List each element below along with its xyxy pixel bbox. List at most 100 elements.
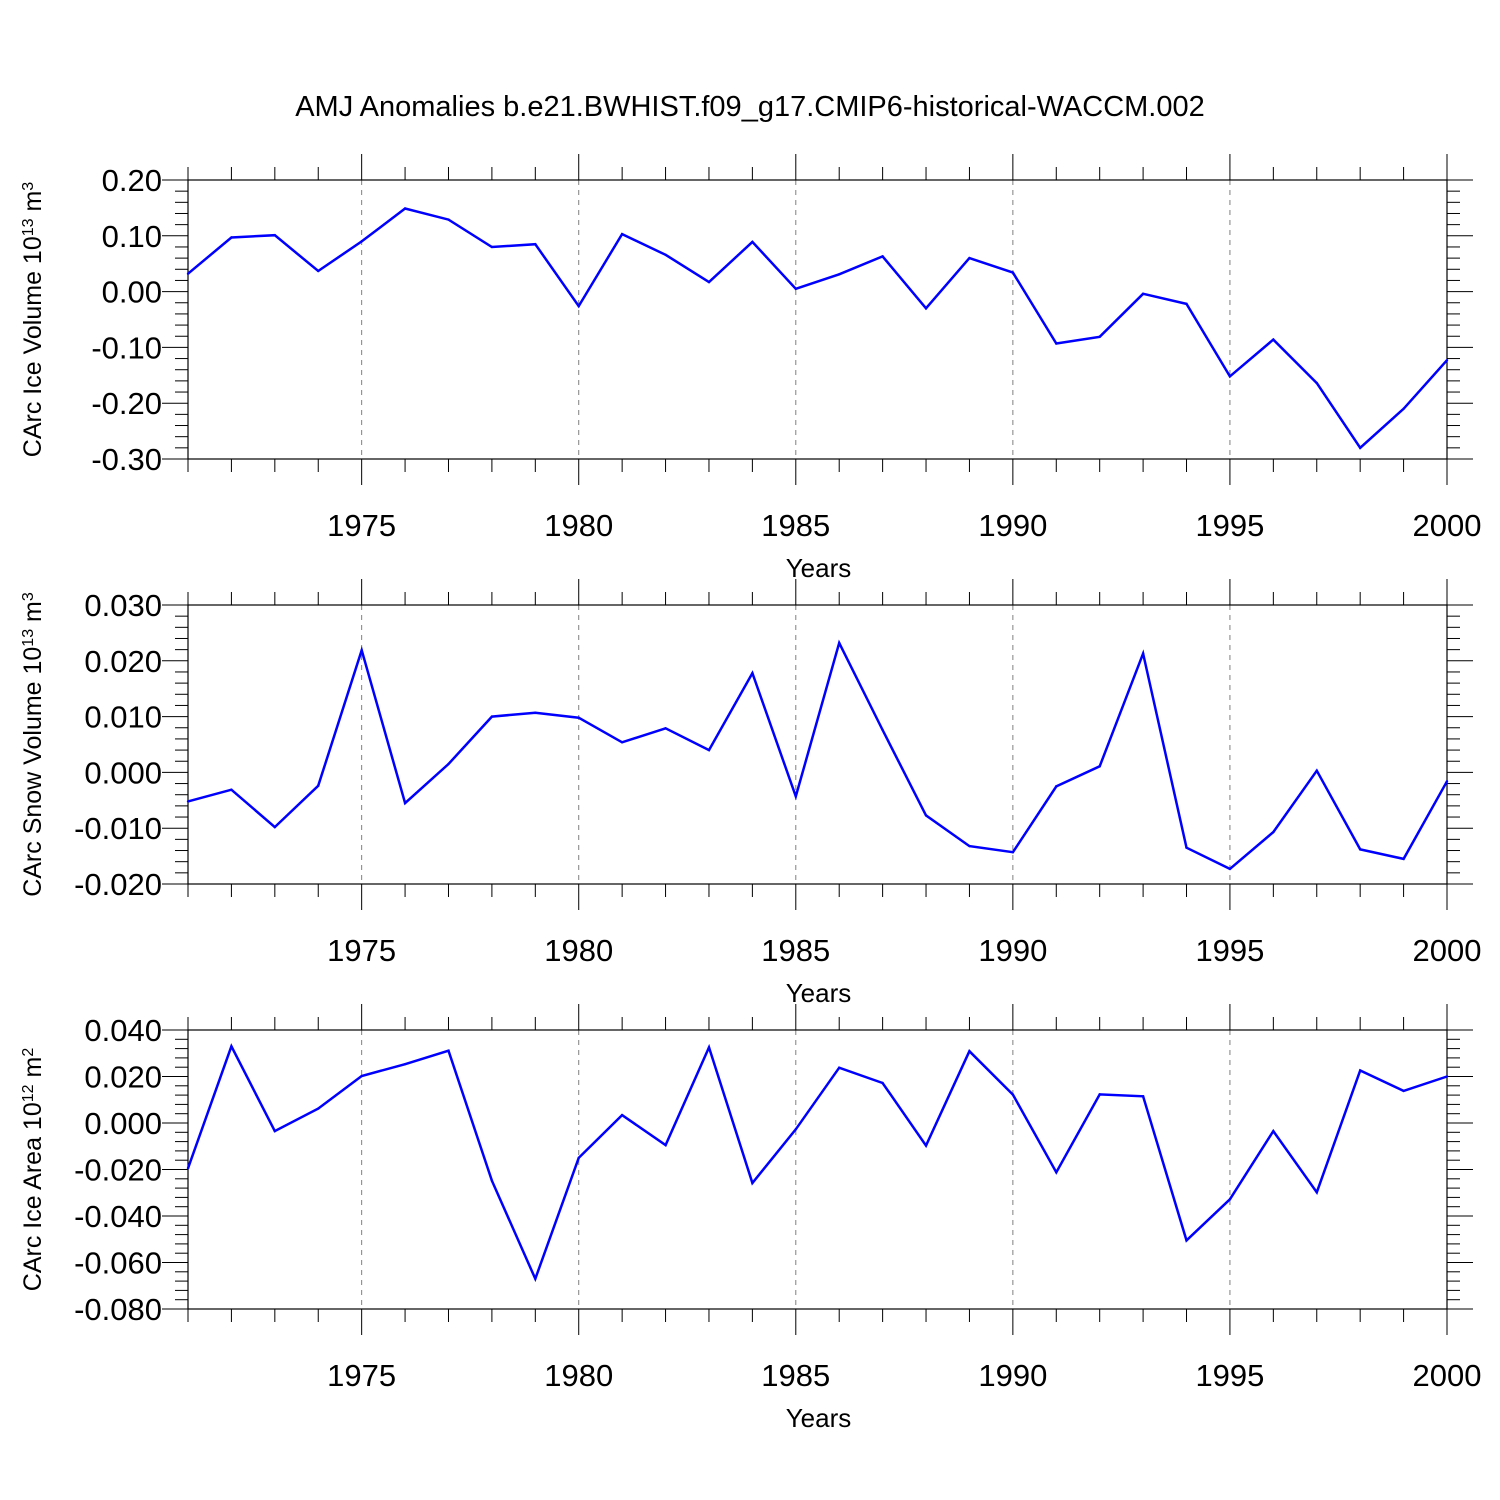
y-axis-title-exponent: 12: [20, 1084, 37, 1102]
data-point: [534, 242, 537, 246]
y-tick-label: -0.10: [91, 330, 162, 365]
x-tick-label: 2000: [1413, 508, 1482, 543]
data-point: [273, 825, 277, 829]
data-point: [577, 304, 580, 308]
x-tick-label: 1975: [327, 933, 396, 968]
data-point: [1185, 846, 1188, 849]
data-point: [1098, 1093, 1101, 1096]
chart-title: AMJ Anomalies b.e21.BWHIST.f09_g17.CMIP6…: [295, 91, 1205, 123]
x-tick-label: 1980: [544, 1358, 613, 1393]
x-axis-title: Years: [786, 553, 852, 583]
data-point: [360, 1074, 363, 1078]
data-point: [273, 234, 277, 237]
data-point: [1315, 769, 1318, 772]
data-point: [1141, 652, 1145, 655]
data-point: [1358, 1069, 1362, 1072]
data-point: [1445, 359, 1449, 362]
data-point: [794, 287, 797, 291]
y-tick-label: -0.30: [91, 442, 162, 477]
data-point: [620, 232, 624, 236]
data-point: [1272, 1129, 1275, 1133]
data-point: [534, 711, 537, 714]
data-point: [838, 1066, 841, 1069]
data-point: [968, 1049, 971, 1053]
y-axis-title-unit: m: [19, 191, 47, 219]
data-point: [230, 1045, 233, 1048]
data-point: [664, 727, 667, 730]
x-axis-title: Years: [786, 1403, 852, 1433]
data-point: [707, 748, 711, 752]
data-point: [924, 307, 928, 310]
data-point: [707, 280, 711, 284]
data-point: [1315, 1191, 1318, 1194]
data-point: [577, 716, 580, 719]
data-point: [1185, 1239, 1188, 1242]
data-point: [1272, 338, 1275, 341]
y-axis-title-unit-exponent: 3: [20, 182, 37, 191]
data-point: [1445, 780, 1449, 783]
plot-frame: [187, 179, 1448, 460]
data-point: [751, 671, 754, 675]
data-point: [1185, 302, 1188, 306]
y-tick-label: 0.020: [84, 1060, 162, 1095]
data-point: [186, 272, 190, 275]
data-point: [1055, 342, 1058, 345]
data-point: [881, 728, 884, 732]
data-point: [1228, 1198, 1232, 1201]
y-tick-label: -0.020: [74, 1153, 162, 1188]
data-point: [1098, 335, 1101, 338]
data-point: [360, 240, 363, 243]
y-axis-title-exponent: 13: [20, 218, 37, 236]
data-point: [403, 801, 407, 805]
data-point: [620, 741, 624, 744]
data-point: [447, 762, 450, 766]
data-point: [1098, 765, 1101, 768]
y-tick-label: -0.060: [74, 1246, 162, 1281]
y-tick-label: 0.010: [84, 700, 162, 735]
data-point: [794, 795, 797, 798]
y-axis-title-unit: m: [19, 601, 47, 629]
x-tick-label: 1995: [1195, 933, 1264, 968]
data-point: [1315, 381, 1318, 385]
panel-3: -0.080 -0.060 -0.040 -0.020 0.000 0.020 0.040 1…: [19, 1004, 1481, 1433]
data-point: [534, 1277, 537, 1280]
data-point: [317, 269, 320, 273]
x-tick-label: 1975: [327, 508, 396, 543]
y-tick-label: 0.20: [102, 163, 162, 198]
x-tick-label: 1985: [761, 933, 830, 968]
data-point: [230, 788, 233, 791]
data-point: [1055, 785, 1058, 788]
x-tick-label: 1990: [978, 508, 1047, 543]
x-tick-label: 1985: [761, 1358, 830, 1393]
data-point: [838, 641, 841, 645]
y-tick-label: 0.00: [102, 275, 162, 310]
data-point: [794, 1128, 797, 1131]
y-axis-title-text: CArc Ice Area 10: [19, 1102, 47, 1291]
data-point: [1011, 271, 1015, 274]
data-point: [1141, 1095, 1145, 1098]
y-axis-title-unit: m: [19, 1057, 47, 1085]
y-tick-label: 0.10: [102, 219, 162, 254]
x-tick-label: 1995: [1195, 508, 1264, 543]
y-axis-title: CArc Ice Volume 1013 m3: [19, 182, 47, 458]
x-tick-label: 2000: [1413, 933, 1482, 968]
y-tick-label: 0.020: [84, 644, 162, 679]
y-axis-title-text: CArc Ice Volume 10: [19, 236, 47, 457]
x-tick-label: 1980: [544, 933, 613, 968]
series-line: [186, 1043, 1448, 1283]
x-tick-label: 1980: [544, 508, 613, 543]
series-line: [187, 639, 1449, 871]
data-point: [403, 1062, 407, 1066]
y-tick-label: 0.000: [84, 755, 162, 790]
x-tick-label: 2000: [1413, 1358, 1482, 1393]
data-point: [1402, 1089, 1405, 1093]
x-tick-label: 1990: [978, 933, 1047, 968]
data-point: [838, 273, 841, 276]
data-point: [1055, 1171, 1058, 1174]
data-point: [490, 1179, 494, 1182]
data-point: [751, 240, 754, 244]
data-point: [751, 1181, 754, 1185]
data-point: [1011, 850, 1015, 854]
data-point: [447, 218, 450, 221]
